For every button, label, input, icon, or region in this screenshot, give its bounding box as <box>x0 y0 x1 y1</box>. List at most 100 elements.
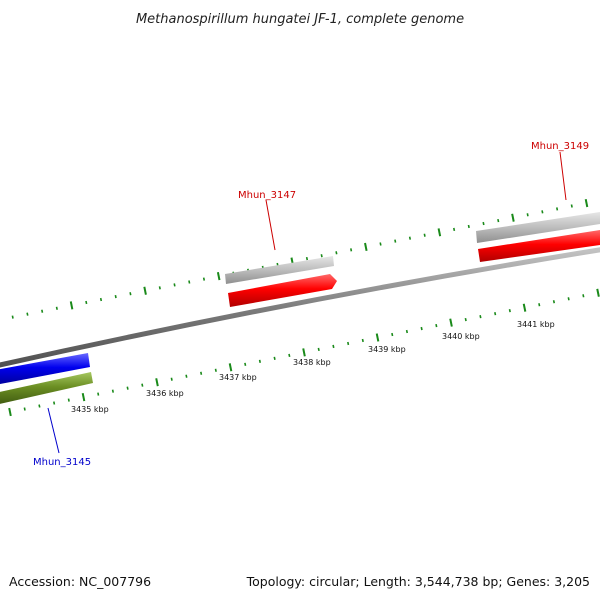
inner-track-minor-tick <box>23 407 26 411</box>
gene-label-mhun-3149: Mhun_3149 <box>531 141 589 152</box>
inner-track-minor-tick <box>258 359 262 363</box>
leader-line-mhun-3149 <box>559 151 567 201</box>
inner-track-minor-tick <box>53 401 56 405</box>
outer-track-minor-tick <box>188 280 191 284</box>
inner-track-minor-tick <box>200 371 203 375</box>
inner-track-minor-tick <box>464 317 467 322</box>
feature-shadow-mhun-3147 <box>225 256 334 284</box>
scale-label-3441: 3441 kbp <box>517 320 555 329</box>
outer-track-minor-tick <box>423 233 426 237</box>
inner-track-major-tick <box>522 303 527 312</box>
inner-track-major-tick <box>596 288 600 297</box>
inner-track-major-tick <box>302 348 306 357</box>
inner-track-minor-tick <box>347 341 350 346</box>
inner-track-major-tick <box>449 318 453 327</box>
inner-track-minor-tick <box>479 315 482 319</box>
scale-label-3439: 3439 kbp <box>368 345 406 354</box>
outer-track-minor-tick <box>41 309 44 313</box>
inner-track-minor-tick <box>435 323 438 328</box>
outer-track-minor-tick <box>99 297 103 302</box>
inner-track-minor-tick <box>97 392 100 396</box>
scale-label-3435: 3435 kbp <box>71 405 109 414</box>
gene-olive-feature[interactable] <box>0 372 93 405</box>
inner-track-minor-tick <box>170 377 173 381</box>
outer-track-minor-tick <box>11 315 14 319</box>
inner-track-minor-tick <box>567 297 570 301</box>
inner-track-minor-tick <box>317 347 320 352</box>
inner-track-minor-tick <box>214 368 217 372</box>
feature-shadow-mhun-3149 <box>476 212 600 243</box>
inner-track-minor-tick <box>494 312 497 316</box>
gene-mhun-3145-arrow[interactable] <box>0 353 90 385</box>
inner-track-minor-tick <box>126 386 129 390</box>
outer-track-minor-tick <box>158 286 161 290</box>
outer-track-major-tick <box>511 213 515 222</box>
outer-track-minor-tick <box>55 306 58 310</box>
outer-track-major-tick <box>364 242 368 252</box>
outer-track-minor-tick <box>129 292 132 296</box>
inner-track-minor-tick <box>361 338 364 343</box>
inner-track-major-tick <box>155 378 159 387</box>
outer-track-minor-tick <box>85 300 88 305</box>
inner-track-major-tick <box>375 333 380 342</box>
scale-label-3436: 3436 kbp <box>146 389 184 398</box>
inner-track-major-tick <box>228 363 233 372</box>
inner-track-minor-tick <box>420 326 423 331</box>
inner-track-minor-tick <box>244 362 247 366</box>
inner-track-minor-tick <box>141 383 144 387</box>
scale-label-3437: 3437 kbp <box>219 373 257 382</box>
footer-accession: Accession: NC_007796 <box>9 574 151 589</box>
inner-track-minor-tick <box>552 300 556 304</box>
inner-track-minor-tick <box>273 356 276 360</box>
outer-track-minor-tick <box>26 312 29 316</box>
inner-track-minor-tick <box>508 309 511 313</box>
outer-track-major-tick <box>69 301 74 310</box>
inner-track-minor-tick <box>111 389 114 393</box>
scale-label-3438: 3438 kbp <box>293 358 331 367</box>
gene-label-mhun-3145: Mhun_3145 <box>33 457 91 468</box>
outer-track-minor-tick <box>408 236 412 240</box>
leader-line-mhun-3147 <box>265 199 276 251</box>
gene-mhun-3147-arrow[interactable] <box>228 274 337 307</box>
outer-track-minor-tick <box>541 210 544 214</box>
inner-track-minor-tick <box>67 398 70 402</box>
outer-track-minor-tick <box>555 207 559 211</box>
outer-track-minor-tick <box>570 204 573 208</box>
outer-track-minor-tick <box>350 248 353 252</box>
outer-track-minor-tick <box>379 242 382 246</box>
inner-track-minor-tick <box>38 404 41 408</box>
outer-track-major-tick <box>437 228 442 237</box>
outer-track-minor-tick <box>335 251 338 255</box>
gene-mhun-3149-arrow[interactable] <box>478 230 600 262</box>
map-title: Methanospirillum hungatei JF-1, complete… <box>136 12 464 27</box>
outer-track-major-tick <box>216 272 221 281</box>
outer-track-minor-tick <box>394 239 397 243</box>
outer-track-minor-tick <box>114 294 117 299</box>
outer-track-minor-tick <box>305 256 309 261</box>
outer-track-minor-tick <box>202 277 206 281</box>
outer-track-major-tick <box>584 198 589 208</box>
outer-track-minor-tick <box>320 254 323 258</box>
inner-track-minor-tick <box>405 329 409 334</box>
outer-track-minor-tick <box>497 218 500 223</box>
outer-track-minor-tick <box>526 213 529 217</box>
inner-track-minor-tick <box>332 344 335 349</box>
outer-track-minor-tick <box>453 227 456 232</box>
leader-line-mhun-3145 <box>47 407 60 454</box>
inner-tick-track <box>8 288 600 417</box>
inner-track-minor-tick <box>538 303 541 307</box>
outer-track-minor-tick <box>173 283 176 287</box>
inner-track-major-tick <box>8 407 12 417</box>
inner-track-minor-tick <box>391 332 394 337</box>
footer-summary: Topology: circular; Length: 3,544,738 bp… <box>246 574 590 589</box>
inner-track-minor-tick <box>288 353 291 358</box>
inner-track-minor-tick <box>582 294 585 298</box>
scale-label-3440: 3440 kbp <box>442 332 480 341</box>
outer-track-minor-tick <box>467 224 470 229</box>
genome-backbone <box>0 247 600 368</box>
outer-track-major-tick <box>143 286 147 295</box>
inner-track-major-tick <box>81 392 86 402</box>
outer-track-minor-tick <box>482 221 485 226</box>
gene-label-mhun-3147: Mhun_3147 <box>238 190 296 201</box>
